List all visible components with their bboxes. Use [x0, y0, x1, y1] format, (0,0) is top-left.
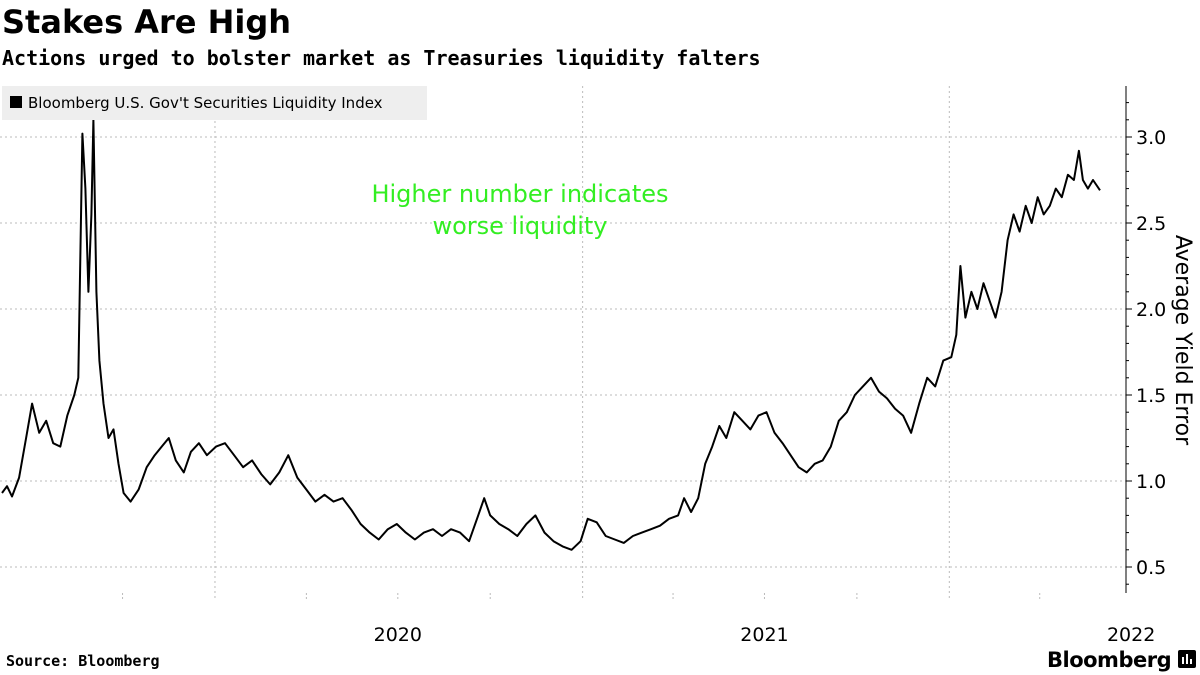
annotation-line-2: worse liquidity	[432, 212, 607, 240]
y-axis-label: Average Yield Error	[1170, 235, 1195, 446]
annotation: Higher number indicates worse liquidity	[371, 180, 668, 240]
y-axis: 0.5 1.0 1.5 2.0 2.5 3.0	[1125, 86, 1166, 593]
annotation-line-1: Higher number indicates	[371, 180, 668, 208]
chart-title: Stakes Are High	[2, 3, 292, 41]
series-line	[1, 118, 1101, 551]
source-note: Source: Bloomberg	[6, 652, 160, 670]
y-tick-label: 3.0	[1136, 127, 1166, 149]
bloomberg-bars-icon	[1178, 650, 1196, 668]
y-tick-label: 2.0	[1136, 299, 1166, 321]
legend-background	[2, 86, 427, 120]
grid-lines	[0, 86, 1126, 601]
legend: Bloomberg U.S. Gov't Securities Liquidit…	[2, 86, 427, 120]
x-axis: 2020 2021 2022	[122, 593, 1155, 646]
y-tick-label: 2.5	[1136, 213, 1166, 235]
legend-label: Bloomberg U.S. Gov't Securities Liquidit…	[28, 94, 383, 112]
x-tick-label: 2020	[374, 624, 422, 646]
y-tick-label: 1.5	[1136, 385, 1166, 407]
y-tick-label: 1.0	[1136, 471, 1166, 493]
legend-swatch-icon	[10, 96, 22, 108]
x-tick-label: 2022	[1107, 624, 1155, 646]
x-tick-label: 2021	[740, 624, 788, 646]
chart-subtitle: Actions urged to bolster market as Treas…	[2, 46, 761, 70]
y-tick-label: 0.5	[1136, 557, 1166, 579]
bloomberg-logo: Bloomberg	[1047, 648, 1172, 672]
